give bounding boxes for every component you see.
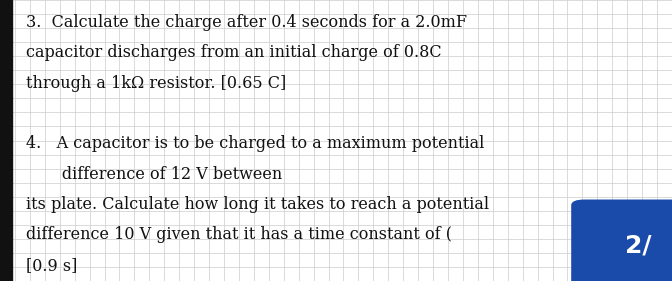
Text: its plate. Calculate how long it takes to reach a potential: its plate. Calculate how long it takes t…	[26, 196, 489, 213]
Text: capacitor discharges from an initial charge of 0.8C: capacitor discharges from an initial cha…	[26, 44, 441, 61]
Text: difference of 12 V between: difference of 12 V between	[26, 166, 282, 183]
Text: difference 10 V given that it has a time constant of (: difference 10 V given that it has a time…	[26, 226, 452, 243]
Bar	[0, 0, 12, 281]
Text: [0.9 s]: [0.9 s]	[26, 257, 77, 274]
Text: 4.   A capacitor is to be charged to a maximum potential: 4. A capacitor is to be charged to a max…	[26, 135, 484, 152]
FancyBboxPatch shape	[571, 200, 672, 281]
Text: through a 1kΩ resistor. [0.65 C]: through a 1kΩ resistor. [0.65 C]	[26, 75, 286, 92]
Text: 2/: 2/	[625, 234, 652, 258]
Text: 3.  Calculate the charge after 0.4 seconds for a 2.0mF: 3. Calculate the charge after 0.4 second…	[26, 14, 466, 31]
